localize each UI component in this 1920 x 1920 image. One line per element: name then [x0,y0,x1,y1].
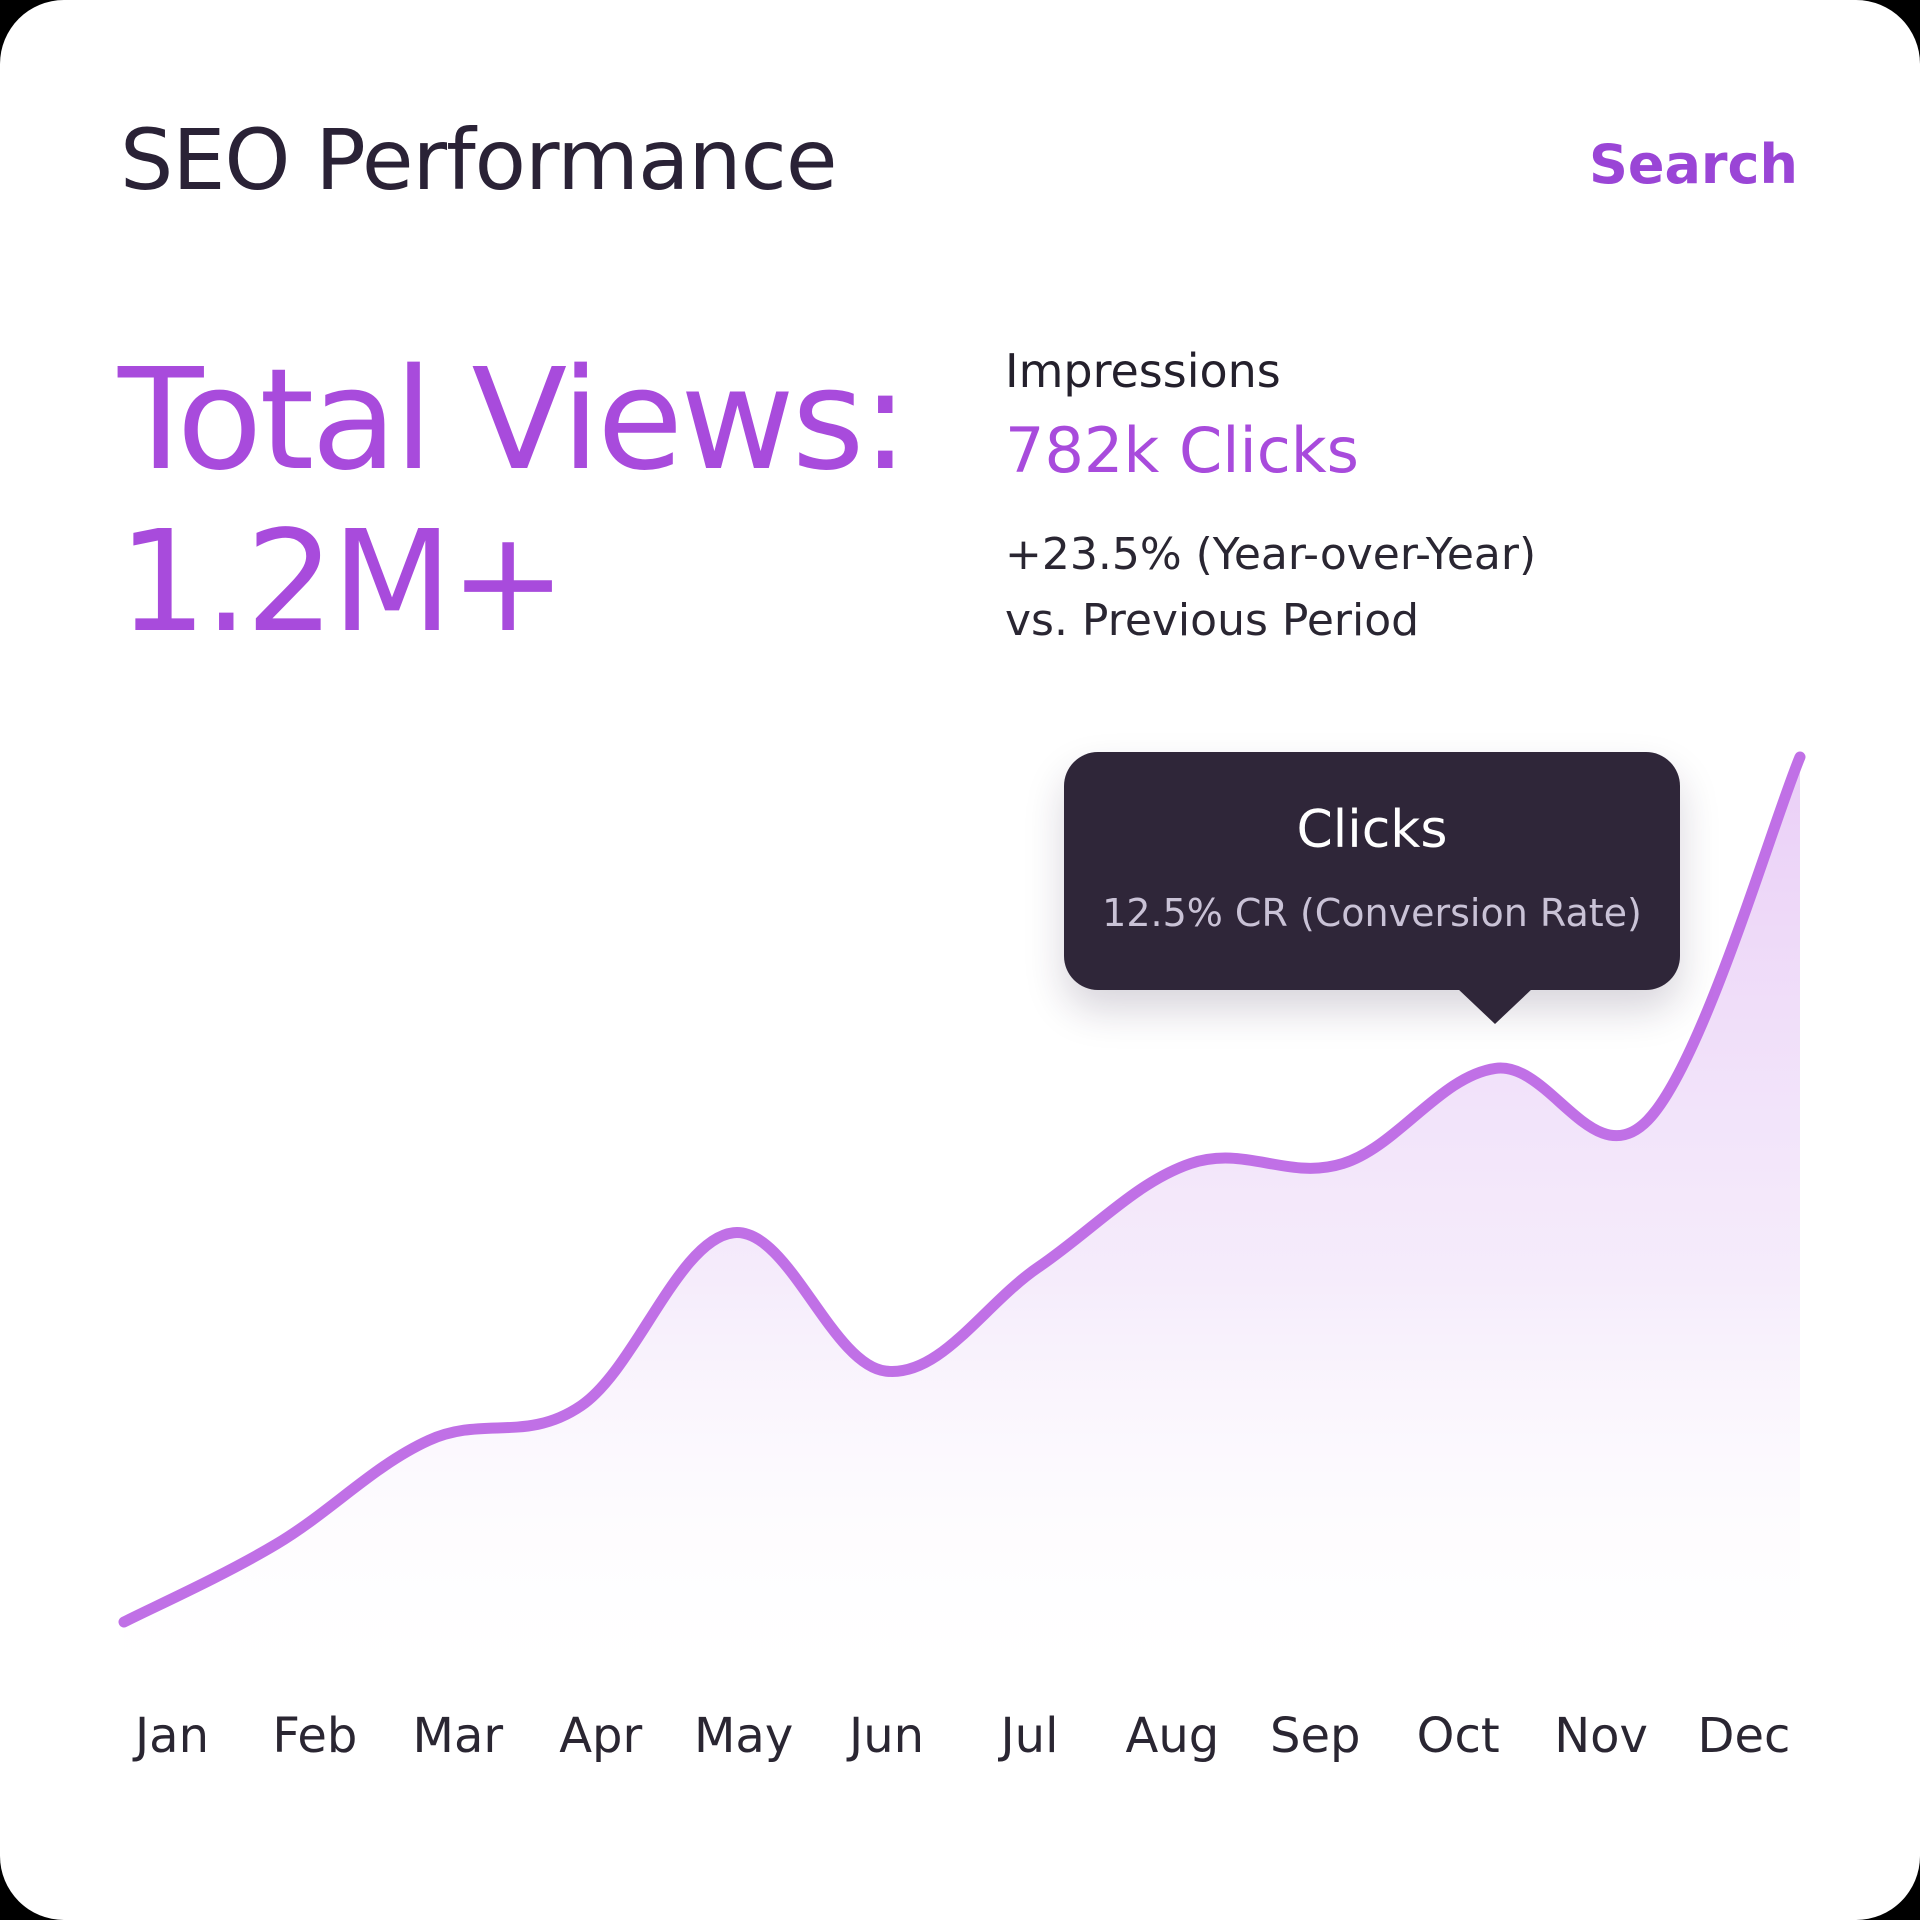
chart-point-jun[interactable] [880,1365,892,1377]
chart-area-fill [124,757,1800,1700]
x-tick-label: Dec [1697,1708,1791,1764]
x-tick-label: Sep [1270,1708,1361,1764]
change-period: vs. Previous Period [1005,595,1420,646]
x-tick-label: Jun [849,1708,925,1764]
chart-point-sep[interactable] [1337,1158,1349,1170]
clicks-value: 782k Clicks [1005,414,1359,487]
x-tick-label: Jan [135,1708,209,1764]
change-summary: +23.5% (Year-over-Year) vs. Previous Per… [1005,522,1536,654]
chart-point-nov[interactable] [1642,1114,1654,1126]
tooltip-title: Clicks [1296,800,1448,860]
chart-point-jul[interactable] [1032,1261,1044,1273]
x-tick-label: Apr [559,1708,643,1764]
x-axis-labels: Jan Feb Mar Apr May Jun Jul Aug Sep Oct Nov Dec [0,1712,1920,1772]
x-tick-label: Mar [412,1708,504,1764]
page-title: SEO Performance [120,111,838,209]
x-tick-label: Nov [1554,1708,1648,1764]
chart-tooltip: Clicks 12.5% CR (Conversion Rate) [1064,752,1680,1024]
chart-point-dec[interactable] [1794,751,1806,763]
impressions-label: Impressions [1005,344,1281,398]
chart-point-aug[interactable] [1185,1158,1197,1170]
x-tick-label: Oct [1416,1708,1500,1764]
chart-point-mar[interactable] [423,1434,435,1446]
total-views-stat: Total Views: 1.2M+ [118,339,909,665]
chart-point-jan[interactable] [118,1616,130,1628]
total-views-label: Total Views: [118,339,909,502]
total-views-value: 1.2M+ [118,501,567,665]
x-tick-label: May [694,1708,794,1764]
chart-point-may[interactable] [727,1227,739,1239]
chart-point-apr[interactable] [575,1400,587,1412]
x-tick-label: Feb [272,1708,358,1764]
chart-point-feb[interactable] [270,1538,282,1550]
change-yoy: +23.5% (Year-over-Year) [1005,529,1537,580]
search-link[interactable]: Search [1588,133,1798,196]
x-tick-label: Jul [1000,1708,1059,1764]
tooltip-detail: 12.5% CR (Conversion Rate) [1102,891,1642,935]
chart-series-line [118,751,1806,1628]
x-tick-label: Aug [1125,1708,1220,1764]
chart-point-oct[interactable] [1489,1062,1501,1074]
